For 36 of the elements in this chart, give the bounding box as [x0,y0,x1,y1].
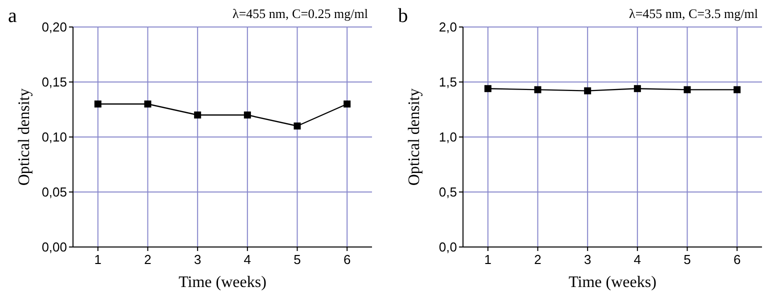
point [294,122,301,130]
point [344,100,351,108]
y-tick-label: 0,0 [438,240,457,255]
x-tick-label: 3 [194,252,202,267]
chart-title: b [398,5,408,27]
point [194,112,202,118]
y-tick-label: 0,05 [42,184,67,200]
chart-title: a [8,5,17,27]
y-tick-label: 0,15 [42,74,67,90]
chart-subtitle: λ=455 nm, C=3.5 mg/ml [629,6,758,21]
x-tick-label: 2 [144,252,152,267]
x-tick-label: 5 [294,252,301,267]
x-tick-label: 6 [343,252,351,267]
y-axis-title: Optical density [406,88,423,186]
x-tick-label: 4 [244,252,252,267]
y-tick-label: 0,10 [42,130,67,145]
y-tick-label: 1,0 [438,130,457,145]
x-tick-label: 2 [534,252,542,267]
x-tick-label: 3 [584,252,592,267]
x-tick-label: 4 [634,252,642,267]
x-tick-label: 5 [684,252,691,267]
point [94,100,102,108]
x-axis-title: Time (weeks) [178,274,266,291]
x-tick-label: 1 [484,252,492,267]
y-tick-label: 0,5 [438,184,457,200]
x-tick-label: 1 [94,252,102,267]
y-tick-label: 0,20 [42,20,67,35]
y-axis-title: Optical density [16,88,33,186]
point [244,112,251,118]
chart-subtitle: λ=455 nm, C=0.25 mg/ml [232,6,368,21]
x-tick-label: 6 [733,252,741,267]
point [144,100,152,108]
y-tick-label: 2,0 [438,20,457,35]
y-tick-label: 1,5 [438,74,457,90]
y-tick-label: 0,00 [42,240,67,255]
x-axis-title: Time (weeks) [568,274,656,291]
